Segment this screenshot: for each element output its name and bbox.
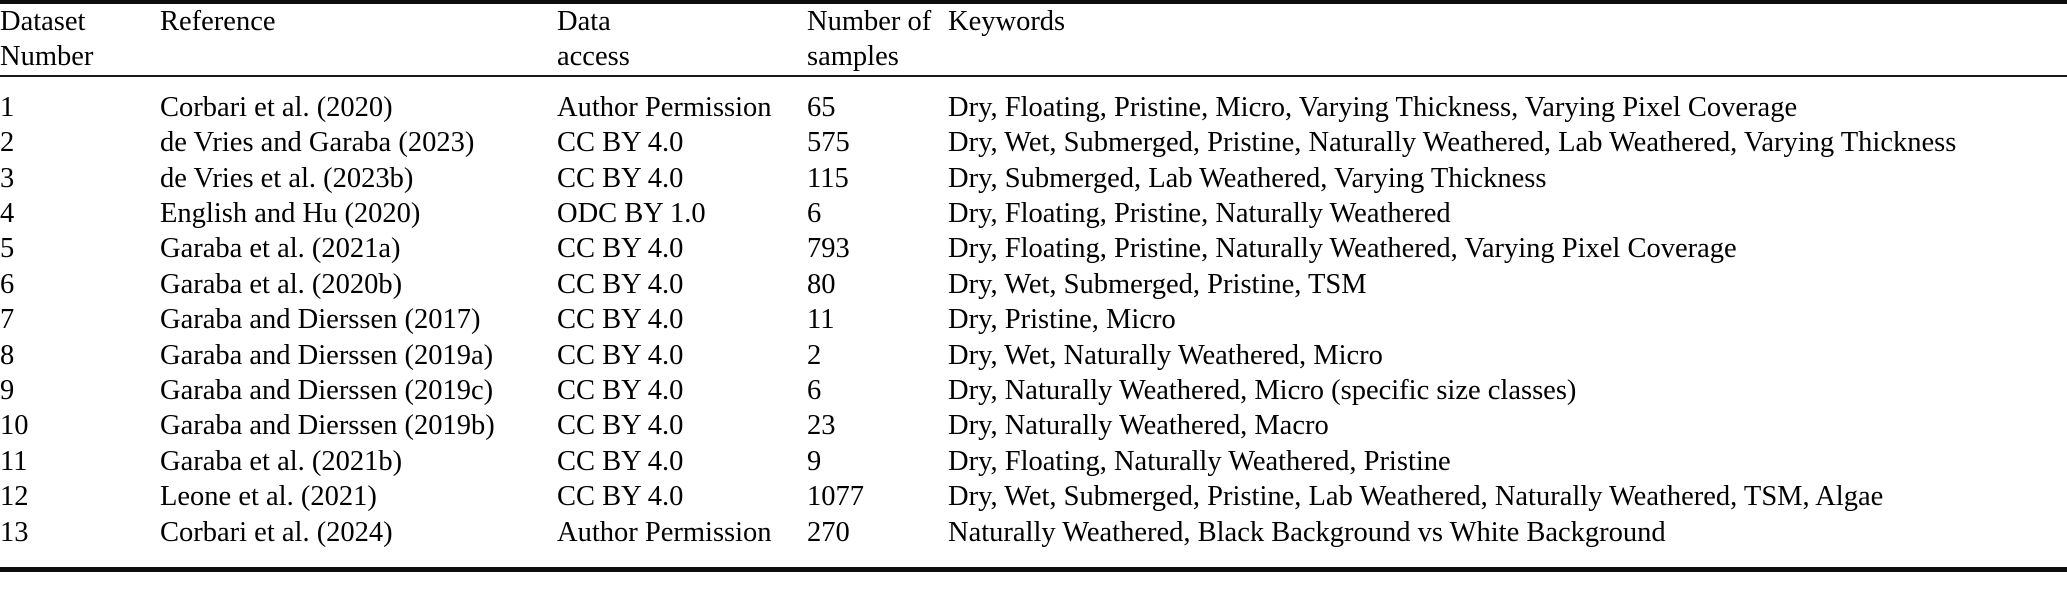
column-header-data-access: Data access — [557, 2, 807, 76]
cell-keywords: Dry, Wet, Submerged, Pristine, Naturally… — [948, 127, 1957, 159]
cell-reference: Garaba et al. (2021b) — [160, 445, 403, 477]
cell-reference: de Vries et al. (2023b) — [160, 162, 414, 194]
column-header-reference: Reference — [160, 2, 557, 76]
cell-dataset-number: 2 — [0, 127, 15, 159]
cell-keywords: Dry, Naturally Weathered, Micro (specifi… — [948, 375, 1577, 407]
cell-keywords: Dry, Wet, Naturally Weathered, Micro — [948, 339, 1383, 371]
cell-keywords: Dry, Floating, Pristine, Naturally Weath… — [948, 198, 1451, 230]
cell-keywords: Dry, Floating, Pristine, Naturally Weath… — [948, 233, 1737, 265]
cell-keywords: Dry, Wet, Submerged, Pristine, TSM — [948, 268, 1367, 300]
cell-dataset-number: 8 — [0, 339, 15, 371]
column-header-number-of-samples: Number of samples — [807, 2, 948, 76]
cell-reference: Garaba et al. (2021a) — [160, 233, 401, 265]
cell-data-access: Author Permission — [557, 91, 772, 123]
cell-reference: Leone et al. (2021) — [160, 481, 377, 513]
cell-reference: Garaba and Dierssen (2019a) — [160, 339, 494, 371]
table-row: 11 Garaba et al. (2021b) CC BY 4.0 9 Dry… — [0, 444, 2067, 479]
cell-data-access: Author Permission — [557, 516, 772, 548]
cell-keywords: Dry, Floating, Pristine, Micro, Varying … — [948, 91, 1798, 123]
cell-dataset-number: 6 — [0, 268, 15, 300]
cell-keywords: Dry, Naturally Weathered, Macro — [948, 410, 1329, 442]
cell-number-of-samples: 270 — [807, 516, 850, 548]
header-line: samples — [807, 41, 899, 73]
cell-reference: Corbari et al. (2024) — [160, 516, 393, 548]
table-row: 12 Leone et al. (2021) CC BY 4.0 1077 Dr… — [0, 479, 2067, 514]
cell-number-of-samples: 6 — [807, 198, 822, 230]
cell-number-of-samples: 80 — [807, 268, 836, 300]
header-line: Dataset — [0, 6, 86, 37]
cell-number-of-samples: 23 — [807, 410, 836, 442]
column-header-dataset-number: Dataset Number — [0, 2, 160, 76]
cell-reference: Garaba and Dierssen (2017) — [160, 304, 481, 336]
cell-reference: Garaba and Dierssen (2019c) — [160, 375, 494, 407]
table-row: 9 Garaba and Dierssen (2019c) CC BY 4.0 … — [0, 373, 2067, 408]
cell-dataset-number: 11 — [0, 445, 28, 477]
cell-dataset-number: 13 — [0, 516, 29, 548]
table-row: 1 Corbari et al. (2020) Author Permissio… — [0, 76, 2067, 125]
cell-dataset-number: 1 — [0, 91, 15, 123]
table-body: 1 Corbari et al. (2020) Author Permissio… — [0, 76, 2067, 570]
cell-data-access: CC BY 4.0 — [557, 304, 684, 336]
cell-data-access: CC BY 4.0 — [557, 375, 684, 407]
cell-data-access: CC BY 4.0 — [557, 233, 684, 265]
cell-keywords: Naturally Weathered, Black Background vs… — [948, 516, 1666, 548]
cell-keywords: Dry, Submerged, Lab Weathered, Varying T… — [948, 162, 1547, 194]
table-row: 3 de Vries et al. (2023b) CC BY 4.0 115 … — [0, 161, 2067, 196]
table-row: 4 English and Hu (2020) ODC BY 1.0 6 Dry… — [0, 196, 2067, 231]
cell-number-of-samples: 2 — [807, 339, 822, 371]
cell-dataset-number: 12 — [0, 481, 29, 513]
table-row: 5 Garaba et al. (2021a) CC BY 4.0 793 Dr… — [0, 231, 2067, 266]
cell-reference: Garaba et al. (2020b) — [160, 268, 403, 300]
header-line: Keywords — [948, 6, 1066, 37]
cell-data-access: CC BY 4.0 — [557, 445, 684, 477]
cell-number-of-samples: 1077 — [807, 481, 864, 513]
cell-data-access: CC BY 4.0 — [557, 339, 684, 371]
table-row: 7 Garaba and Dierssen (2017) CC BY 4.0 1… — [0, 302, 2067, 337]
column-header-keywords: Keywords — [948, 2, 2067, 76]
cell-keywords: Dry, Wet, Submerged, Pristine, Lab Weath… — [948, 481, 1884, 513]
cell-data-access: CC BY 4.0 — [557, 127, 684, 159]
header-line: Number of — [807, 6, 932, 37]
cell-dataset-number: 9 — [0, 375, 15, 407]
table-row: 8 Garaba and Dierssen (2019a) CC BY 4.0 … — [0, 338, 2067, 373]
cell-reference: Corbari et al. (2020) — [160, 91, 393, 123]
cell-number-of-samples: 65 — [807, 91, 836, 123]
cell-dataset-number: 10 — [0, 410, 29, 442]
table-header: Dataset Number Reference Data access Num… — [0, 2, 2067, 76]
cell-dataset-number: 7 — [0, 304, 15, 336]
cell-keywords: Dry, Pristine, Micro — [948, 304, 1176, 336]
cell-keywords: Dry, Floating, Naturally Weathered, Pris… — [948, 445, 1451, 477]
cell-dataset-number: 5 — [0, 233, 15, 265]
cell-dataset-number: 4 — [0, 198, 15, 230]
cell-reference: de Vries and Garaba (2023) — [160, 127, 475, 159]
table-row: 13 Corbari et al. (2024) Author Permissi… — [0, 515, 2067, 570]
cell-data-access: ODC BY 1.0 — [557, 198, 706, 230]
datasets-table: Dataset Number Reference Data access Num… — [0, 0, 2067, 573]
cell-number-of-samples: 793 — [807, 233, 850, 265]
cell-data-access: CC BY 4.0 — [557, 162, 684, 194]
table-row: 10 Garaba and Dierssen (2019b) CC BY 4.0… — [0, 408, 2067, 443]
cell-reference: Garaba and Dierssen (2019b) — [160, 410, 495, 442]
table-row: 6 Garaba et al. (2020b) CC BY 4.0 80 Dry… — [0, 267, 2067, 302]
header-line: Data — [557, 6, 611, 37]
cell-number-of-samples: 6 — [807, 375, 822, 407]
header-line: Reference — [160, 6, 276, 37]
cell-data-access: CC BY 4.0 — [557, 268, 684, 300]
cell-data-access: CC BY 4.0 — [557, 410, 684, 442]
table-row: 2 de Vries and Garaba (2023) CC BY 4.0 5… — [0, 125, 2067, 160]
cell-reference: English and Hu (2020) — [160, 198, 421, 230]
header-line: access — [557, 41, 630, 73]
cell-number-of-samples: 11 — [807, 304, 835, 336]
cell-data-access: CC BY 4.0 — [557, 481, 684, 513]
header-row: Dataset Number Reference Data access Num… — [0, 2, 2067, 76]
cell-number-of-samples: 9 — [807, 445, 822, 477]
header-line: Number — [0, 41, 94, 73]
cell-number-of-samples: 575 — [807, 127, 850, 159]
cell-number-of-samples: 115 — [807, 162, 849, 194]
cell-dataset-number: 3 — [0, 162, 15, 194]
